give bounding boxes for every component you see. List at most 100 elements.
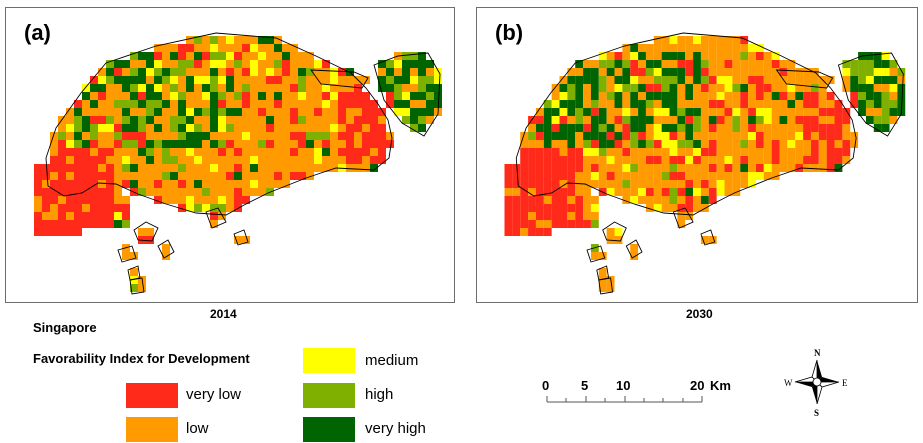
map-cell-low	[234, 76, 242, 84]
map-cell-low	[693, 84, 701, 92]
map-cell-low	[50, 172, 58, 180]
map-cell-very-low	[630, 68, 639, 76]
map-cell-high	[90, 132, 98, 140]
map-cell-very-low	[504, 220, 513, 228]
map-cell-medium	[402, 108, 410, 116]
map-cell-very-low	[551, 204, 560, 212]
map-cell-very-low	[567, 172, 576, 180]
map-cell-very-low	[528, 204, 536, 212]
map-cell-low	[559, 76, 568, 84]
map-cell-medium	[551, 116, 560, 124]
map-cell-very-low	[242, 196, 250, 204]
map-cell-low	[614, 108, 623, 116]
map-cell-low	[218, 212, 226, 220]
map-cell-very-low	[338, 100, 346, 108]
map-cell-high	[178, 92, 186, 100]
map-cell-low	[771, 124, 780, 132]
map-cell-low	[755, 60, 764, 68]
map-cell-high	[122, 140, 130, 148]
map-cell-very-low	[567, 220, 576, 228]
map-cell-low	[266, 100, 274, 108]
map-cell-high	[685, 140, 694, 148]
map-cell-very-high	[614, 92, 623, 100]
map-cell-low	[803, 68, 811, 76]
map-cell-low	[162, 244, 170, 252]
map-cell-very-high	[850, 84, 859, 92]
map-cell-very-low	[535, 116, 544, 124]
map-cell-very-high	[543, 108, 552, 116]
map-cell-high	[122, 220, 130, 228]
map-cell-very-high	[114, 76, 122, 84]
map-cell-high	[106, 116, 114, 124]
map-cell-very-low	[114, 204, 122, 212]
map-cell-very-high	[146, 60, 154, 68]
map-cell-low	[771, 116, 780, 124]
map-cell-medium	[130, 276, 138, 284]
map-cell-low	[590, 180, 599, 188]
map-cell-very-low	[234, 188, 242, 196]
map-cell-low	[528, 188, 536, 196]
map-cell-very-high	[386, 84, 394, 92]
map-cell-low	[732, 92, 741, 100]
map-cell-medium	[106, 124, 114, 132]
map-cell-high	[194, 124, 202, 132]
map-cell-low	[186, 164, 194, 172]
map-cell-low	[114, 188, 122, 196]
map-cell-low	[614, 164, 623, 172]
map-cell-low	[338, 124, 346, 132]
map-cell-medium	[606, 156, 615, 164]
map-cell-very-low	[338, 108, 346, 116]
map-cell-high	[106, 76, 114, 84]
map-cell-very-high	[865, 52, 874, 60]
map-cell-low	[370, 148, 378, 156]
map-cell-low	[795, 68, 804, 76]
map-cell-high	[314, 132, 322, 140]
map-cell-low	[826, 116, 835, 124]
map-cell-very-low	[90, 172, 98, 180]
map-cell-medium	[114, 212, 122, 220]
map-cell-low	[362, 164, 370, 172]
map-cell-very-low	[535, 180, 544, 188]
map-cell-low	[178, 76, 186, 84]
map-cell-very-low	[559, 196, 568, 204]
map-cell-low	[763, 76, 772, 84]
map-cell-low	[818, 100, 827, 108]
map-cell-high	[575, 108, 584, 116]
map-cell-very-high	[138, 68, 146, 76]
map-cell-low	[162, 60, 170, 68]
map-cell-very-low	[346, 124, 354, 132]
map-cell-very-high	[418, 52, 426, 60]
map-cell-medium	[394, 60, 402, 68]
map-cell-low	[661, 36, 670, 44]
map-cell-very-low	[386, 92, 394, 100]
map-cell-very-low	[34, 188, 42, 196]
map-cell-very-high	[590, 84, 599, 92]
map-cell-very-low	[186, 44, 194, 52]
map-cell-very-low	[370, 132, 378, 140]
scale-bar: 0 5 10 20 Km	[542, 378, 731, 403]
map-cell-low	[50, 148, 58, 156]
map-cell-low	[306, 108, 314, 116]
map-cell-high	[210, 52, 218, 60]
map-cell-low	[740, 60, 749, 68]
map-cell-low	[755, 100, 764, 108]
map-cell-very-low	[724, 108, 733, 116]
map-cell-very-high	[614, 60, 623, 68]
map-cell-very-high	[685, 84, 694, 92]
map-cell-low	[700, 132, 709, 140]
map-cell-medium	[98, 76, 106, 84]
map-cell-low	[661, 204, 670, 212]
map-cell-high	[170, 84, 178, 92]
map-cell-low	[787, 156, 796, 164]
map-cell-low	[645, 52, 654, 60]
map-cell-low	[218, 132, 226, 140]
map-cell-very-low	[378, 124, 386, 132]
map-cell-low	[583, 60, 591, 68]
map-cell-very-low	[559, 204, 568, 212]
map-cell-very-high	[677, 68, 686, 76]
map-cell-medium	[881, 68, 890, 76]
map-cell-very-high	[606, 124, 615, 132]
map-cell-high	[575, 116, 584, 124]
map-cell-very-low	[590, 140, 599, 148]
map-cell-low	[708, 236, 717, 244]
